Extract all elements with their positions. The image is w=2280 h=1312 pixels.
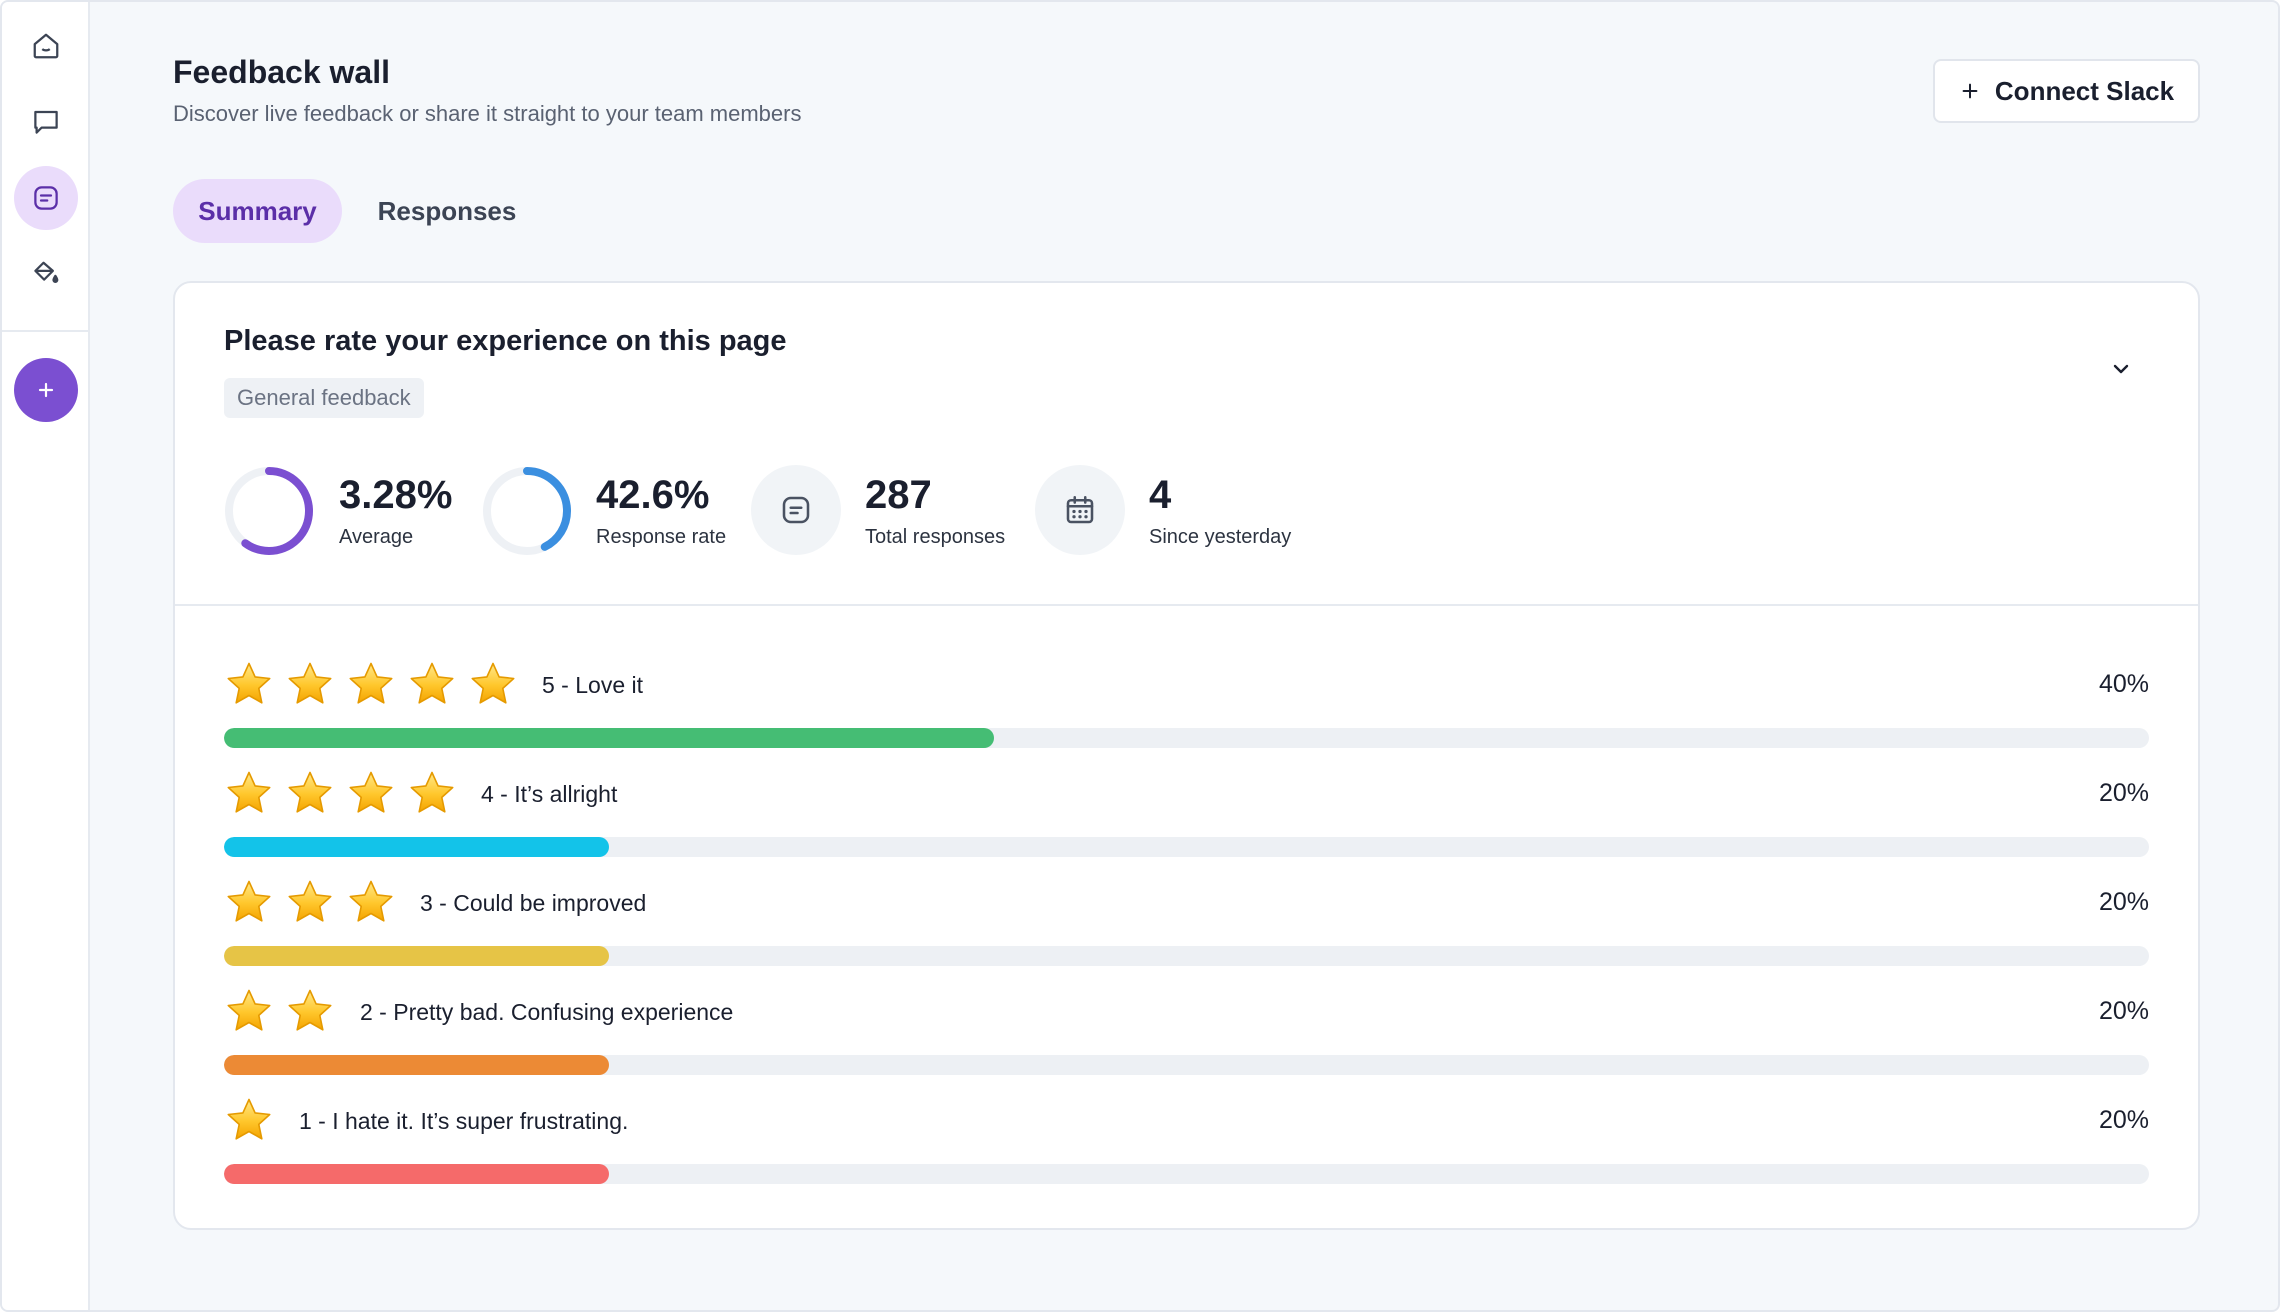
rating-label: 3 - Could be improved bbox=[420, 890, 647, 916]
category-tag: General feedback bbox=[224, 378, 424, 418]
rating-row-3: 3 - Could be improved 20% bbox=[224, 878, 2149, 968]
rating-bar-fill bbox=[224, 1055, 609, 1075]
rating-percent: 20% bbox=[2098, 888, 2149, 916]
sidebar bbox=[2, 2, 90, 1310]
star-icon bbox=[410, 771, 454, 813]
average-ring bbox=[225, 467, 313, 555]
rating-label: 4 - It’s allright bbox=[481, 781, 618, 807]
star-icon bbox=[227, 662, 271, 704]
rating-bar-fill bbox=[224, 728, 994, 748]
rating-bar-track bbox=[224, 1055, 2149, 1075]
sidebar-divider bbox=[2, 330, 90, 332]
rating-percent: 20% bbox=[2098, 1106, 2149, 1134]
feedback-icon bbox=[34, 186, 58, 210]
star-icon bbox=[349, 771, 393, 813]
response-rate-label: Response rate bbox=[596, 526, 727, 548]
rating-bar-fill bbox=[224, 837, 609, 857]
average-label: Average bbox=[339, 526, 414, 548]
connect-slack-button[interactable]: Connect Slack bbox=[1933, 59, 2200, 123]
rating-row-5: 5 - Love it 40% bbox=[224, 660, 2149, 750]
rating-bar-fill bbox=[224, 1164, 609, 1184]
star-rating bbox=[224, 660, 518, 710]
rating-bar-fill bbox=[224, 946, 609, 966]
average-value: 3.28% bbox=[339, 473, 453, 517]
star-rating bbox=[224, 878, 396, 928]
star-icon bbox=[410, 662, 454, 704]
rating-row-4: 4 - It’s allright 20% bbox=[224, 769, 2149, 859]
sidebar-item-chat[interactable] bbox=[14, 90, 78, 154]
since-yesterday-badge bbox=[1035, 465, 1125, 555]
star-icon bbox=[227, 989, 271, 1031]
star-rating bbox=[224, 769, 457, 819]
since-yesterday-label: Since yesterday bbox=[1149, 526, 1292, 548]
star-icon bbox=[227, 880, 271, 922]
star-icon bbox=[471, 662, 515, 704]
total-responses-value: 287 bbox=[865, 473, 932, 517]
card-divider bbox=[175, 604, 2198, 606]
rating-label: 5 - Love it bbox=[542, 672, 643, 698]
rating-bar-track bbox=[224, 1164, 2149, 1184]
rating-percent: 40% bbox=[2098, 670, 2149, 698]
home-icon bbox=[33, 33, 59, 59]
star-rating bbox=[224, 1096, 274, 1146]
average-ring-progress bbox=[225, 467, 313, 555]
rating-percent: 20% bbox=[2098, 997, 2149, 1025]
response-rate-value: 42.6% bbox=[596, 473, 710, 517]
star-icon bbox=[227, 1098, 271, 1140]
rating-row-2: 2 - Pretty bad. Confusing experience 20% bbox=[224, 987, 2149, 1077]
page-title: Feedback wall bbox=[173, 54, 390, 90]
page-subtitle: Discover live feedback or share it strai… bbox=[173, 101, 802, 126]
sidebar-item-design[interactable] bbox=[14, 242, 78, 306]
sidebar-item-home[interactable] bbox=[14, 14, 78, 78]
tab-summary[interactable]: Summary bbox=[173, 179, 342, 243]
star-icon bbox=[227, 771, 271, 813]
chat-icon bbox=[34, 110, 58, 134]
star-icon bbox=[288, 880, 332, 922]
calendar-icon bbox=[1066, 495, 1094, 524]
star-icon bbox=[288, 662, 332, 704]
message-icon bbox=[782, 496, 810, 524]
tab-responses[interactable]: Responses bbox=[377, 195, 517, 226]
add-button[interactable] bbox=[14, 358, 78, 422]
star-rating bbox=[224, 987, 335, 1037]
total-responses-label: Total responses bbox=[865, 526, 1006, 548]
rating-bar-track bbox=[224, 728, 2149, 748]
since-yesterday-value: 4 bbox=[1149, 473, 1172, 517]
question-title: Please rate your experience on this page bbox=[224, 325, 787, 357]
response-rate-ring-progress bbox=[483, 467, 571, 555]
total-responses-badge bbox=[751, 465, 841, 555]
response-rate-ring bbox=[483, 467, 571, 555]
star-icon bbox=[288, 989, 332, 1031]
connect-slack-label: Connect Slack bbox=[1994, 75, 2175, 106]
paint-bucket-icon bbox=[34, 261, 59, 283]
star-icon bbox=[349, 880, 393, 922]
rating-row-1: 1 - I hate it. It’s super frustrating. 2… bbox=[224, 1096, 2149, 1186]
chevron-down-icon[interactable] bbox=[2107, 359, 2135, 379]
rating-bar-track bbox=[224, 946, 2149, 966]
rating-label: 1 - I hate it. It’s super frustrating. bbox=[299, 1108, 629, 1134]
feedback-card: Please rate your experience on this page… bbox=[173, 281, 2200, 1230]
sidebar-item-feedback[interactable] bbox=[14, 166, 78, 230]
plus-icon bbox=[38, 382, 54, 398]
star-icon bbox=[288, 771, 332, 813]
rating-percent: 20% bbox=[2098, 779, 2149, 807]
star-icon bbox=[349, 662, 393, 704]
plus-icon bbox=[1962, 83, 1978, 99]
rating-label: 2 - Pretty bad. Confusing experience bbox=[360, 999, 734, 1025]
rating-bar-track bbox=[224, 837, 2149, 857]
